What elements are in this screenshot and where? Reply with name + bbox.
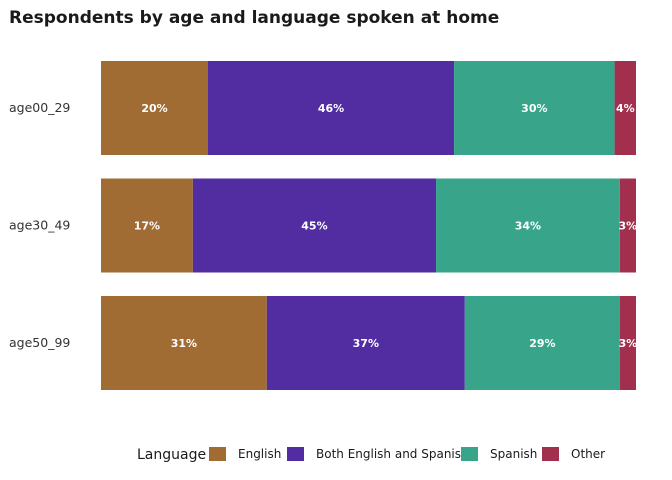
category-label: age30_49 xyxy=(9,218,70,233)
legend-swatch xyxy=(287,447,304,461)
legend: Language English Both English and Spanish S… xyxy=(137,447,605,463)
bar-segment xyxy=(614,61,636,155)
data-label: 45% xyxy=(301,220,327,233)
bar-segment xyxy=(101,61,208,155)
bar-segment xyxy=(464,296,620,390)
bar-segment xyxy=(619,296,636,390)
bar-segment xyxy=(192,178,437,273)
data-label: 30% xyxy=(521,102,547,115)
category-label: age00_29 xyxy=(9,100,70,115)
category-label: age50_99 xyxy=(9,335,70,350)
data-label: 29% xyxy=(529,337,555,350)
bars-layer: age00_29 20% 46% 30% 4% age30_49 17% 45% 34% 3% ag… xyxy=(9,61,637,390)
data-label: 3% xyxy=(619,337,638,350)
data-label: 20% xyxy=(141,102,167,115)
data-label: 17% xyxy=(134,220,160,233)
data-label: 37% xyxy=(353,337,379,350)
legend-swatch xyxy=(542,447,559,461)
legend-label: English xyxy=(238,447,281,461)
legend-swatch xyxy=(461,447,478,461)
data-label: 46% xyxy=(318,102,344,115)
bar-segment xyxy=(208,61,455,155)
bar-segment xyxy=(101,296,267,390)
bar-segment xyxy=(101,178,193,273)
bar-segment xyxy=(619,178,636,273)
legend-label: Both English and Spanish xyxy=(316,447,469,461)
bar-segment xyxy=(436,178,620,273)
bar-segment xyxy=(266,296,465,390)
chart-title: Respondents by age and language spoken a… xyxy=(9,8,499,28)
legend-title: Language xyxy=(137,447,206,463)
legend-swatch xyxy=(209,447,226,461)
data-label: 3% xyxy=(619,220,638,233)
bar-segment xyxy=(454,61,615,155)
legend-label: Other xyxy=(571,447,605,461)
data-label: 4% xyxy=(616,102,635,115)
data-label: 31% xyxy=(171,337,197,350)
data-label: 34% xyxy=(515,220,541,233)
legend-label: Spanish xyxy=(490,447,537,461)
